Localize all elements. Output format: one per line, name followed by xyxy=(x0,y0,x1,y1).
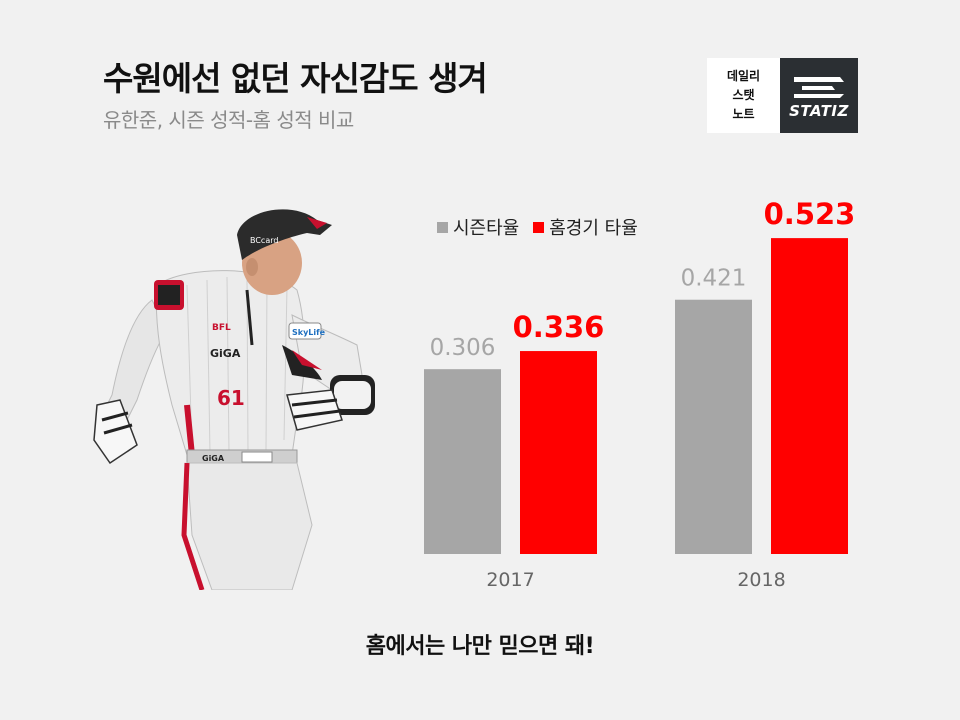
data-label-season-2017: 0.306 xyxy=(430,335,496,361)
sponsor-logo: GiGA xyxy=(202,454,225,463)
sponsor-logo: BFL xyxy=(212,323,231,333)
bar-home-2018 xyxy=(771,238,848,554)
sponsor-logo: BCcard xyxy=(250,236,278,245)
logo-line: 데일리 xyxy=(726,69,761,83)
statiz-logo: 데일리 스탯 노트 STATIZ xyxy=(707,58,858,133)
page-title: 수원에선 없던 자신감도 생겨 xyxy=(103,59,488,98)
x-tick-label-2018: 2018 xyxy=(737,569,785,591)
legend-swatch-home xyxy=(533,221,545,233)
legend-swatch-season xyxy=(437,221,448,233)
statiz-wordmark: STATIZ xyxy=(789,102,849,120)
sponsor-logo: SkyLife xyxy=(292,328,326,337)
speed-lines-icon xyxy=(794,77,844,98)
player-photo: BFL GiGA 61 SkyLife GiGA BCcard xyxy=(93,209,375,590)
legend-item-home: 홈경기 타율 xyxy=(533,214,638,240)
logo-line: 노트 xyxy=(732,107,755,121)
bar-season-2018 xyxy=(675,299,752,554)
legend-item-season: 시즌타율 xyxy=(437,214,519,240)
legend-label-home: 홈경기 타율 xyxy=(549,218,638,239)
x-tick-label-2017: 2017 xyxy=(486,569,534,591)
logo-line: 스탯 xyxy=(732,88,755,102)
data-label-season-2018: 0.421 xyxy=(681,266,747,292)
data-label-home-2018: 0.523 xyxy=(764,197,856,231)
sponsor-logo: GiGA xyxy=(210,347,241,360)
jersey-number: 61 xyxy=(217,386,245,410)
page-subtitle: 유한준, 시즌 성적-홈 성적 비교 xyxy=(103,108,354,132)
statiz-brand-mark: STATIZ xyxy=(780,58,858,133)
bar-home-2017 xyxy=(520,351,597,554)
legend-label-season: 시즌타율 xyxy=(453,218,520,239)
bar-season-2017 xyxy=(424,369,501,554)
daily-stat-note-logo: 데일리 스탯 노트 xyxy=(707,58,780,133)
data-label-home-2017: 0.336 xyxy=(513,310,605,344)
tagline: 홈에서는 나만 믿으면 돼! xyxy=(365,634,595,659)
chart-legend: 시즌타율 홈경기 타율 xyxy=(437,214,638,240)
